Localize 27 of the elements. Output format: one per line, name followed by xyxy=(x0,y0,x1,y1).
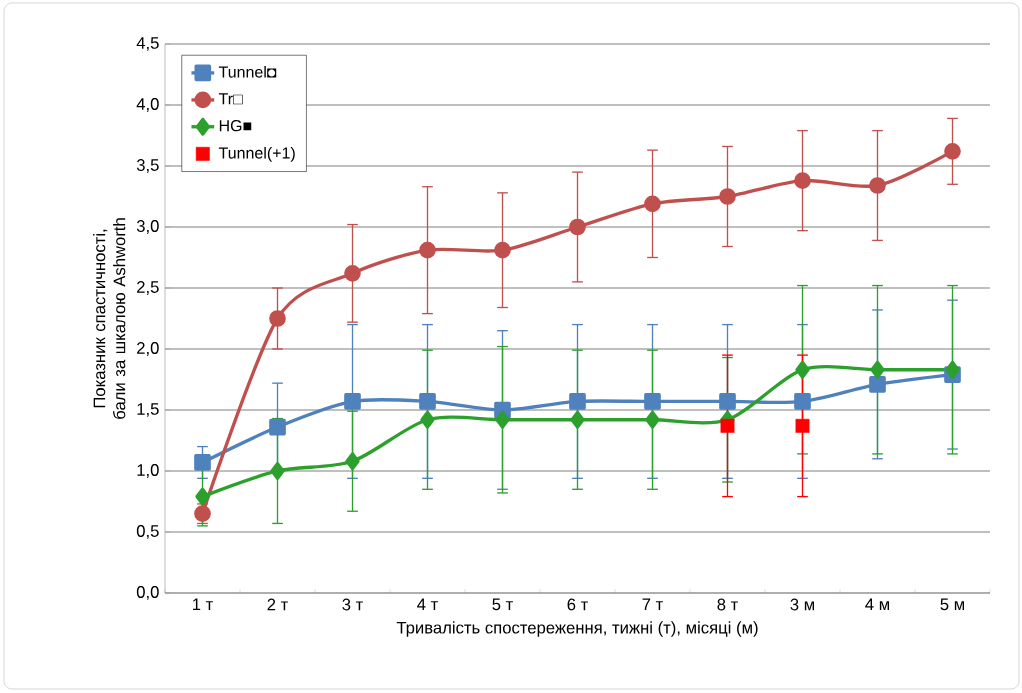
y-tick-label: 1,0 xyxy=(137,464,159,478)
y-tick-label: 4,5 xyxy=(136,37,159,51)
x-tick-label: 4 т xyxy=(417,598,438,611)
x-tick-label: 3 м xyxy=(790,598,815,611)
legend-label: HG■ xyxy=(219,119,252,132)
x-tick-label: 7 т xyxy=(642,598,663,611)
y-axis-title: Показник спастичності, бали за шкалою Ashworth xyxy=(93,218,126,419)
x-tick-label: 6 т xyxy=(567,598,588,611)
legend-label: Tunnel◘ xyxy=(218,65,277,78)
legend-label: Tunnel(+1) xyxy=(218,146,295,162)
y-tick-label: 0,5 xyxy=(136,525,159,539)
x-tick-label: 5 т xyxy=(492,598,513,611)
x-tick-label: 8 т xyxy=(717,598,738,611)
y-tick-label: 2,0 xyxy=(137,342,159,356)
x-tick-label: 2 т xyxy=(267,598,288,611)
x-tick-label: 4 м xyxy=(865,598,890,611)
y-tick-label: 1,5 xyxy=(137,403,159,417)
y-tick-label: 2,5 xyxy=(137,281,159,295)
x-axis-title: Тривалість спостереження, тижні (т), місяці (м) xyxy=(396,621,758,637)
x-tick-label: 3 т xyxy=(342,598,363,611)
y-tick-label: 3,0 xyxy=(136,220,159,234)
y-tick-label: 4,0 xyxy=(136,98,159,112)
x-tick-label: 5 м xyxy=(940,598,965,611)
y-tick-label: 0,0 xyxy=(136,586,159,600)
x-tick-label: 1 т xyxy=(193,598,213,611)
legend-label: Tr□ xyxy=(218,93,243,105)
y-tick-label: 3,5 xyxy=(136,159,159,173)
